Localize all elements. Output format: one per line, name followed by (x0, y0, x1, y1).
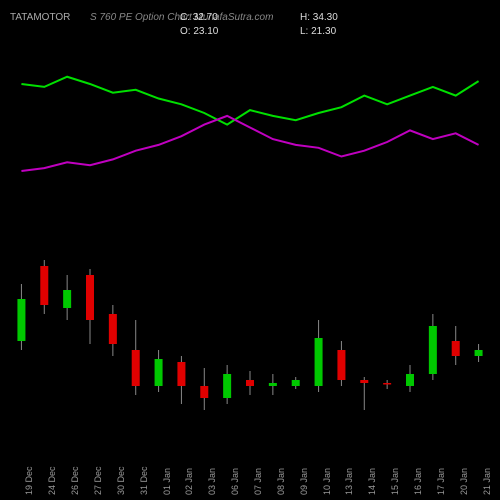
x-tick-label: 16 Jan (413, 468, 423, 495)
candle-body (246, 380, 254, 386)
candle-body (155, 359, 163, 386)
candle-body (269, 383, 277, 386)
candle-body (475, 350, 483, 356)
candle-body (132, 350, 140, 386)
candle-body (177, 362, 185, 386)
candle-body (17, 299, 25, 341)
x-tick-label: 27 Dec (93, 466, 103, 495)
upper-line (21, 77, 478, 125)
x-tick-label: 07 Jan (253, 468, 263, 495)
x-tick-label: 14 Jan (367, 468, 377, 495)
lower-line (21, 116, 478, 171)
candle-body (429, 326, 437, 374)
x-tick-label: 24 Dec (47, 466, 57, 495)
x-tick-label: 30 Dec (116, 466, 126, 495)
x-tick-label: 21 Jan (482, 468, 492, 495)
x-tick-label: 13 Jan (344, 468, 354, 495)
x-tick-label: 08 Jan (276, 468, 286, 495)
x-tick-label: 09 Jan (299, 468, 309, 495)
x-tick-label: 26 Dec (70, 466, 80, 495)
option-chart: { "header": { "ticker": "TATAMOTOR", "su… (0, 0, 500, 500)
x-tick-label: 15 Jan (390, 468, 400, 495)
candle-body (223, 374, 231, 398)
candle-body (109, 314, 117, 344)
x-tick-label: 06 Jan (230, 468, 240, 495)
x-tick-label: 19 Dec (24, 466, 34, 495)
candle-body (292, 380, 300, 386)
x-tick-label: 03 Jan (207, 468, 217, 495)
x-tick-label: 01 Jan (162, 468, 172, 495)
candle-body (337, 350, 345, 380)
candle-body (360, 380, 368, 383)
chart-svg (0, 0, 500, 500)
candle-body (40, 266, 48, 305)
x-tick-label: 31 Dec (139, 466, 149, 495)
x-tick-label: 20 Jan (459, 468, 469, 495)
candle-body (315, 338, 323, 386)
candle-body (200, 386, 208, 398)
candle-body (406, 374, 414, 386)
x-tick-label: 17 Jan (436, 468, 446, 495)
x-tick-label: 10 Jan (322, 468, 332, 495)
candle-body (63, 290, 71, 308)
candle-body (86, 275, 94, 320)
x-tick-label: 02 Jan (184, 468, 194, 495)
candle-body (452, 341, 460, 356)
candle-body (383, 383, 391, 385)
